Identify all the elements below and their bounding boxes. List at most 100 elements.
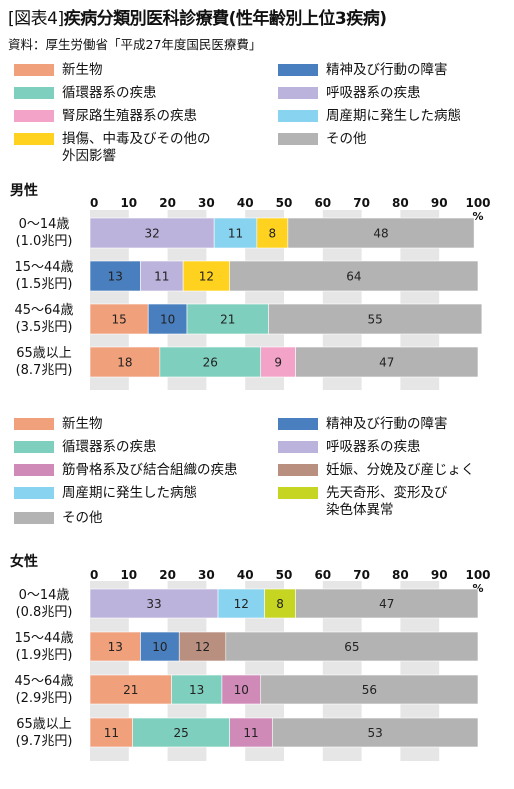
legend-item: その他 <box>278 131 367 148</box>
legend-item: 先天奇形、変形及び 染色体異常 <box>278 485 448 519</box>
row-sublabel: (1.5兆円) <box>16 277 73 292</box>
legend-swatch <box>278 87 318 99</box>
row-sublabel: (1.0兆円) <box>16 234 73 249</box>
legend-label: 筋骨格系及び結合組織の疾患 <box>62 462 238 478</box>
x-tick-label: 10 <box>120 196 137 210</box>
x-tick-label: 20 <box>159 196 176 210</box>
row-label: 65歳以上 <box>16 346 72 361</box>
data-label: 13 <box>108 640 123 654</box>
row-sublabel: (1.9兆円) <box>16 648 73 663</box>
data-label: 9 <box>274 356 282 370</box>
legend-item: 筋骨格系及び結合組織の疾患 <box>14 462 238 479</box>
legend-swatch <box>14 487 54 499</box>
data-label: 25 <box>174 726 189 740</box>
legend-item: その他 <box>14 510 103 527</box>
legend-female: 新生物 精神及び行動の障害 循環器系の疾患 呼吸器系の疾患 筋骨格系及び結合組織の疾患 妊… <box>0 414 514 534</box>
bar-segment-circulatory <box>186 303 269 335</box>
x-tick-label: 90 <box>431 568 448 582</box>
legend-item: 周産期に発生した病態 <box>278 108 461 125</box>
data-label: 12 <box>234 597 249 611</box>
legend-label: その他 <box>326 131 367 147</box>
legend-label: 循環器系の疾患 <box>62 85 157 101</box>
row-label: 65歳以上 <box>16 717 72 732</box>
x-tick-label: 10 <box>120 568 137 582</box>
legend-item: 精神及び行動の障害 <box>278 62 448 79</box>
data-label: 11 <box>243 726 258 740</box>
bar-segment-injury <box>256 217 289 249</box>
legend-item: 新生物 <box>14 416 103 433</box>
legend-label: 腎尿路生殖器系の疾患 <box>62 108 197 124</box>
data-label: 32 <box>144 227 159 241</box>
legend-label: 先天奇形、変形及び 染色体異常 <box>326 485 448 518</box>
data-label: 15 <box>111 313 126 327</box>
data-label: 11 <box>228 227 243 241</box>
x-tick-label: 100 <box>465 196 490 210</box>
data-label: 12 <box>199 270 214 284</box>
bar-segment-other <box>295 588 479 619</box>
legend-swatch <box>278 64 318 76</box>
source-note: 資料：厚生労働省「平成27年度国民医療費」 <box>8 37 262 52</box>
x-unit-label: % <box>472 582 483 595</box>
row-sublabel: (9.7兆円) <box>16 734 73 749</box>
data-label: 53 <box>368 726 383 740</box>
row-sublabel: (0.8兆円) <box>16 605 73 620</box>
x-tick-label: 40 <box>237 196 254 210</box>
x-unit-label: % <box>472 210 483 223</box>
legend-swatch <box>278 464 318 476</box>
x-tick-label: 40 <box>237 568 254 582</box>
bar-segment-circulatory <box>171 674 223 705</box>
bar-segment-pregnancy <box>178 631 227 662</box>
x-tick-label: 50 <box>276 568 293 582</box>
title-text: 疾病分類別医科診療費(性年齢別上位3疾病) <box>63 9 387 29</box>
data-label: 33 <box>146 597 161 611</box>
x-tick-label: 90 <box>431 196 448 210</box>
legend-swatch <box>278 487 318 499</box>
bar-segment-mental <box>147 303 188 335</box>
legend-item: 呼吸器系の疾患 <box>278 439 421 456</box>
legend-swatch <box>14 87 54 99</box>
legend-label: 周産期に発生した病態 <box>326 108 461 124</box>
legend-swatch <box>14 418 54 430</box>
data-label: 13 <box>189 683 204 697</box>
data-label: 8 <box>269 227 277 241</box>
chart-male: 0 10 20 30 40 50 60 70 80 90 100% 0〜14歳 (1.0兆円) 32 11 8… <box>14 196 491 390</box>
legend-label: 呼吸器系の疾患 <box>326 439 421 455</box>
legend-swatch <box>14 464 54 476</box>
legend-swatch <box>278 441 318 453</box>
legend-male: 新生物 精神及び行動の障害循環器系の疾患 呼吸器系の疾患腎尿路生殖器系の疾患 周産期に… <box>0 60 514 178</box>
bar-segment-respiratory <box>140 260 184 292</box>
legend-swatch <box>14 64 54 76</box>
bar-segment-other <box>260 674 479 705</box>
row-sublabel: (8.7兆円) <box>16 363 73 378</box>
data-label: 8 <box>276 597 284 611</box>
data-label: 47 <box>379 597 394 611</box>
legend-label: 呼吸器系の疾患 <box>326 85 421 101</box>
bar-segment-other <box>225 631 479 662</box>
legend-item: 損傷、中毒及びその他の 外因影響 <box>14 131 211 165</box>
legend-label: 精神及び行動の障害 <box>326 62 448 78</box>
data-label: 10 <box>160 313 175 327</box>
data-label: 26 <box>203 356 218 370</box>
legend-swatch <box>278 133 318 145</box>
data-label: 11 <box>104 726 119 740</box>
legend-item: 新生物 <box>14 62 103 79</box>
legend-item: 呼吸器系の疾患 <box>278 85 421 102</box>
chart-female: 0 10 20 30 40 50 60 70 80 90 100% 0〜14歳 (0.8兆円) 33 12 8… <box>14 568 491 761</box>
legend-label: その他 <box>62 510 103 526</box>
bar-segment-neoplasm <box>89 717 133 748</box>
row-sublabel: (2.9兆円) <box>16 691 73 706</box>
bar-segment-perinatal <box>217 588 265 619</box>
bar-segment-injury <box>182 260 230 292</box>
data-label: 47 <box>379 356 394 370</box>
legend-swatch <box>14 441 54 453</box>
bar-segment-other <box>229 260 479 292</box>
data-label: 21 <box>220 313 235 327</box>
bar-segment-other <box>295 346 479 378</box>
bar-segment-neoplasm <box>89 303 149 335</box>
x-tick-label: 80 <box>392 568 409 582</box>
bar-segment-genitourinary <box>260 346 296 378</box>
x-tick-label: 60 <box>314 196 331 210</box>
x-tick-label: 100 <box>465 568 490 582</box>
row-label: 45〜64歳 <box>14 303 73 318</box>
legend-item: 腎尿路生殖器系の疾患 <box>14 108 197 125</box>
